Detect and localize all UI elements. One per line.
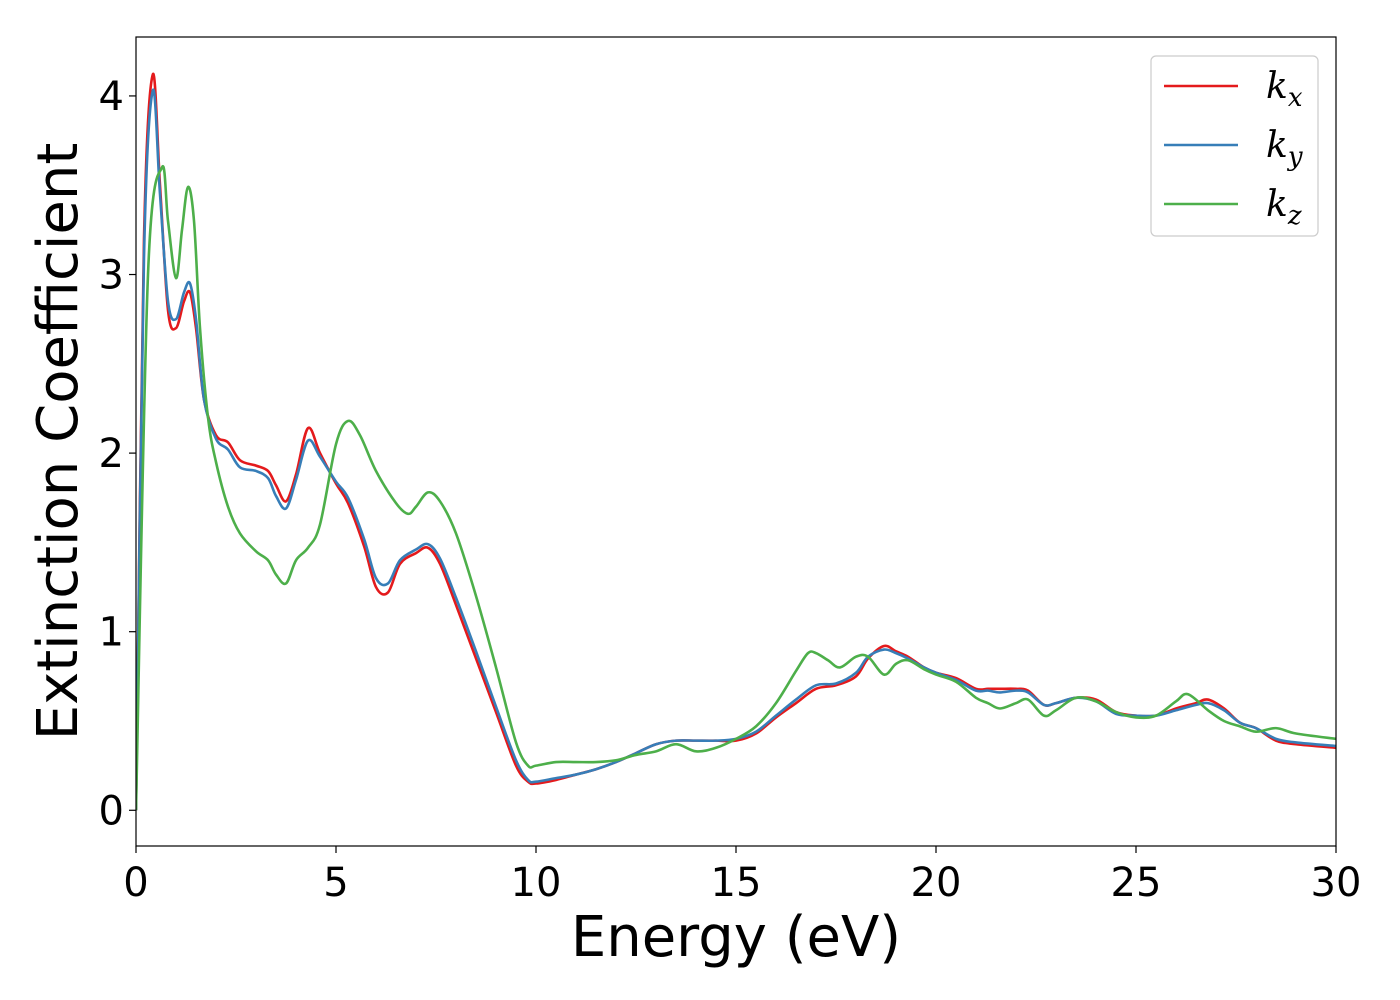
legend-label-x: kx xyxy=(1266,66,1303,113)
series-line-y xyxy=(136,88,1336,811)
y-tick-label: 2 xyxy=(99,431,124,477)
y-axis-ticks: 0 1 2 3 4 xyxy=(99,74,136,834)
x-axis-label: Energy (eV) xyxy=(571,905,901,970)
x-tick-label: 25 xyxy=(1111,860,1162,906)
series-line-z xyxy=(136,164,1336,811)
x-axis-ticks: 0 5 10 15 20 25 30 xyxy=(123,846,1361,906)
series-lines xyxy=(136,72,1336,811)
x-tick-label: 0 xyxy=(123,860,148,906)
x-tick-label: 10 xyxy=(511,860,562,906)
y-tick-label: 3 xyxy=(99,253,124,299)
y-tick-label: 1 xyxy=(99,610,124,656)
y-tick-label: 4 xyxy=(99,74,124,120)
legend-label-z: kz xyxy=(1266,184,1302,231)
y-axis-label: Extinction Coefficient xyxy=(26,143,91,741)
x-tick-label: 20 xyxy=(911,860,962,906)
y-tick-label: 0 xyxy=(99,788,124,834)
legend-label-y: ky xyxy=(1266,125,1303,172)
x-tick-label: 15 xyxy=(711,860,762,906)
x-tick-label: 30 xyxy=(1311,860,1362,906)
x-tick-label: 5 xyxy=(323,860,348,906)
legend: kx ky kz xyxy=(1150,55,1319,237)
